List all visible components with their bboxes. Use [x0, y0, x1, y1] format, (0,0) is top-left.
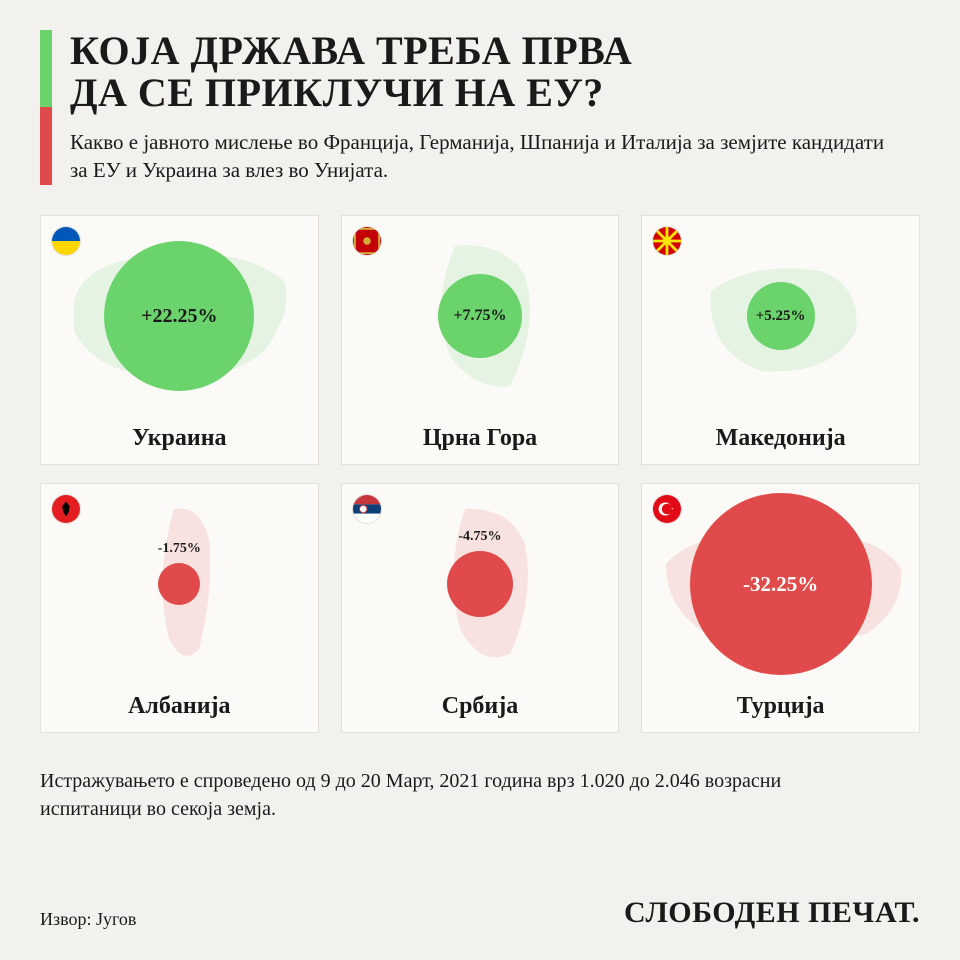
source-label: Извор: Југов — [40, 909, 136, 930]
map-area: -1.75% — [41, 484, 318, 685]
value-label: -1.75% — [158, 541, 201, 557]
value-bubble: +5.25% — [747, 282, 815, 350]
country-card: -1.75% Албанија — [40, 483, 319, 733]
page-title: КОЈА ДРЖАВА ТРЕБА ПРВА ДА СЕ ПРИКЛУЧИ НА… — [70, 30, 920, 114]
footnote: Истражувањето е спроведено од 9 до 20 Ма… — [40, 767, 800, 823]
country-card: +22.25% Украина — [40, 215, 319, 465]
value-label: -4.75% — [458, 529, 501, 545]
map-area: +5.25% — [642, 216, 919, 417]
map-area: +7.75% — [342, 216, 619, 417]
map-area: +22.25% — [41, 216, 318, 417]
country-name: Турција — [642, 685, 919, 732]
value-bubble: +22.25% — [104, 241, 254, 391]
map-area: -4.75% — [342, 484, 619, 685]
country-name: Украина — [41, 417, 318, 464]
country-card: +7.75% Црна Гора — [341, 215, 620, 465]
country-card: -32.25% Турција — [641, 483, 920, 733]
header: КОЈА ДРЖАВА ТРЕБА ПРВА ДА СЕ ПРИКЛУЧИ НА… — [40, 30, 920, 185]
map-area: -32.25% — [642, 484, 919, 685]
brand-label: СЛОБОДЕН ПЕЧАТ. — [624, 896, 920, 930]
country-name: Србија — [342, 685, 619, 732]
page-subtitle: Какво е јавното мислење во Франција, Гер… — [70, 128, 890, 185]
value-bubble: +7.75% — [438, 274, 522, 358]
country-name: Македонија — [642, 417, 919, 464]
value-bubble — [447, 551, 513, 617]
country-grid: +22.25% Украина +7.75% Црна Гора +5.25% Макед… — [40, 215, 920, 733]
country-card: +5.25% Македонија — [641, 215, 920, 465]
value-bubble: -32.25% — [690, 493, 872, 675]
accent-positive — [40, 30, 52, 107]
accent-bar — [40, 30, 52, 185]
country-card: -4.75% Србија — [341, 483, 620, 733]
country-name: Црна Гора — [342, 417, 619, 464]
accent-negative — [40, 107, 52, 184]
footer: Извор: Југов СЛОБОДЕН ПЕЧАТ. — [40, 896, 920, 930]
country-name: Албанија — [41, 685, 318, 732]
